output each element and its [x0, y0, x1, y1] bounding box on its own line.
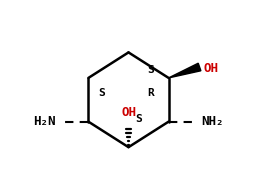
Polygon shape	[169, 63, 201, 78]
Text: OH: OH	[203, 62, 218, 75]
Text: H₂N: H₂N	[33, 115, 56, 128]
Text: S: S	[99, 88, 105, 97]
Text: R: R	[147, 88, 154, 97]
Text: S: S	[135, 114, 142, 124]
Text: NH₂: NH₂	[201, 115, 224, 128]
Text: S: S	[147, 65, 154, 75]
Text: OH: OH	[121, 106, 136, 119]
